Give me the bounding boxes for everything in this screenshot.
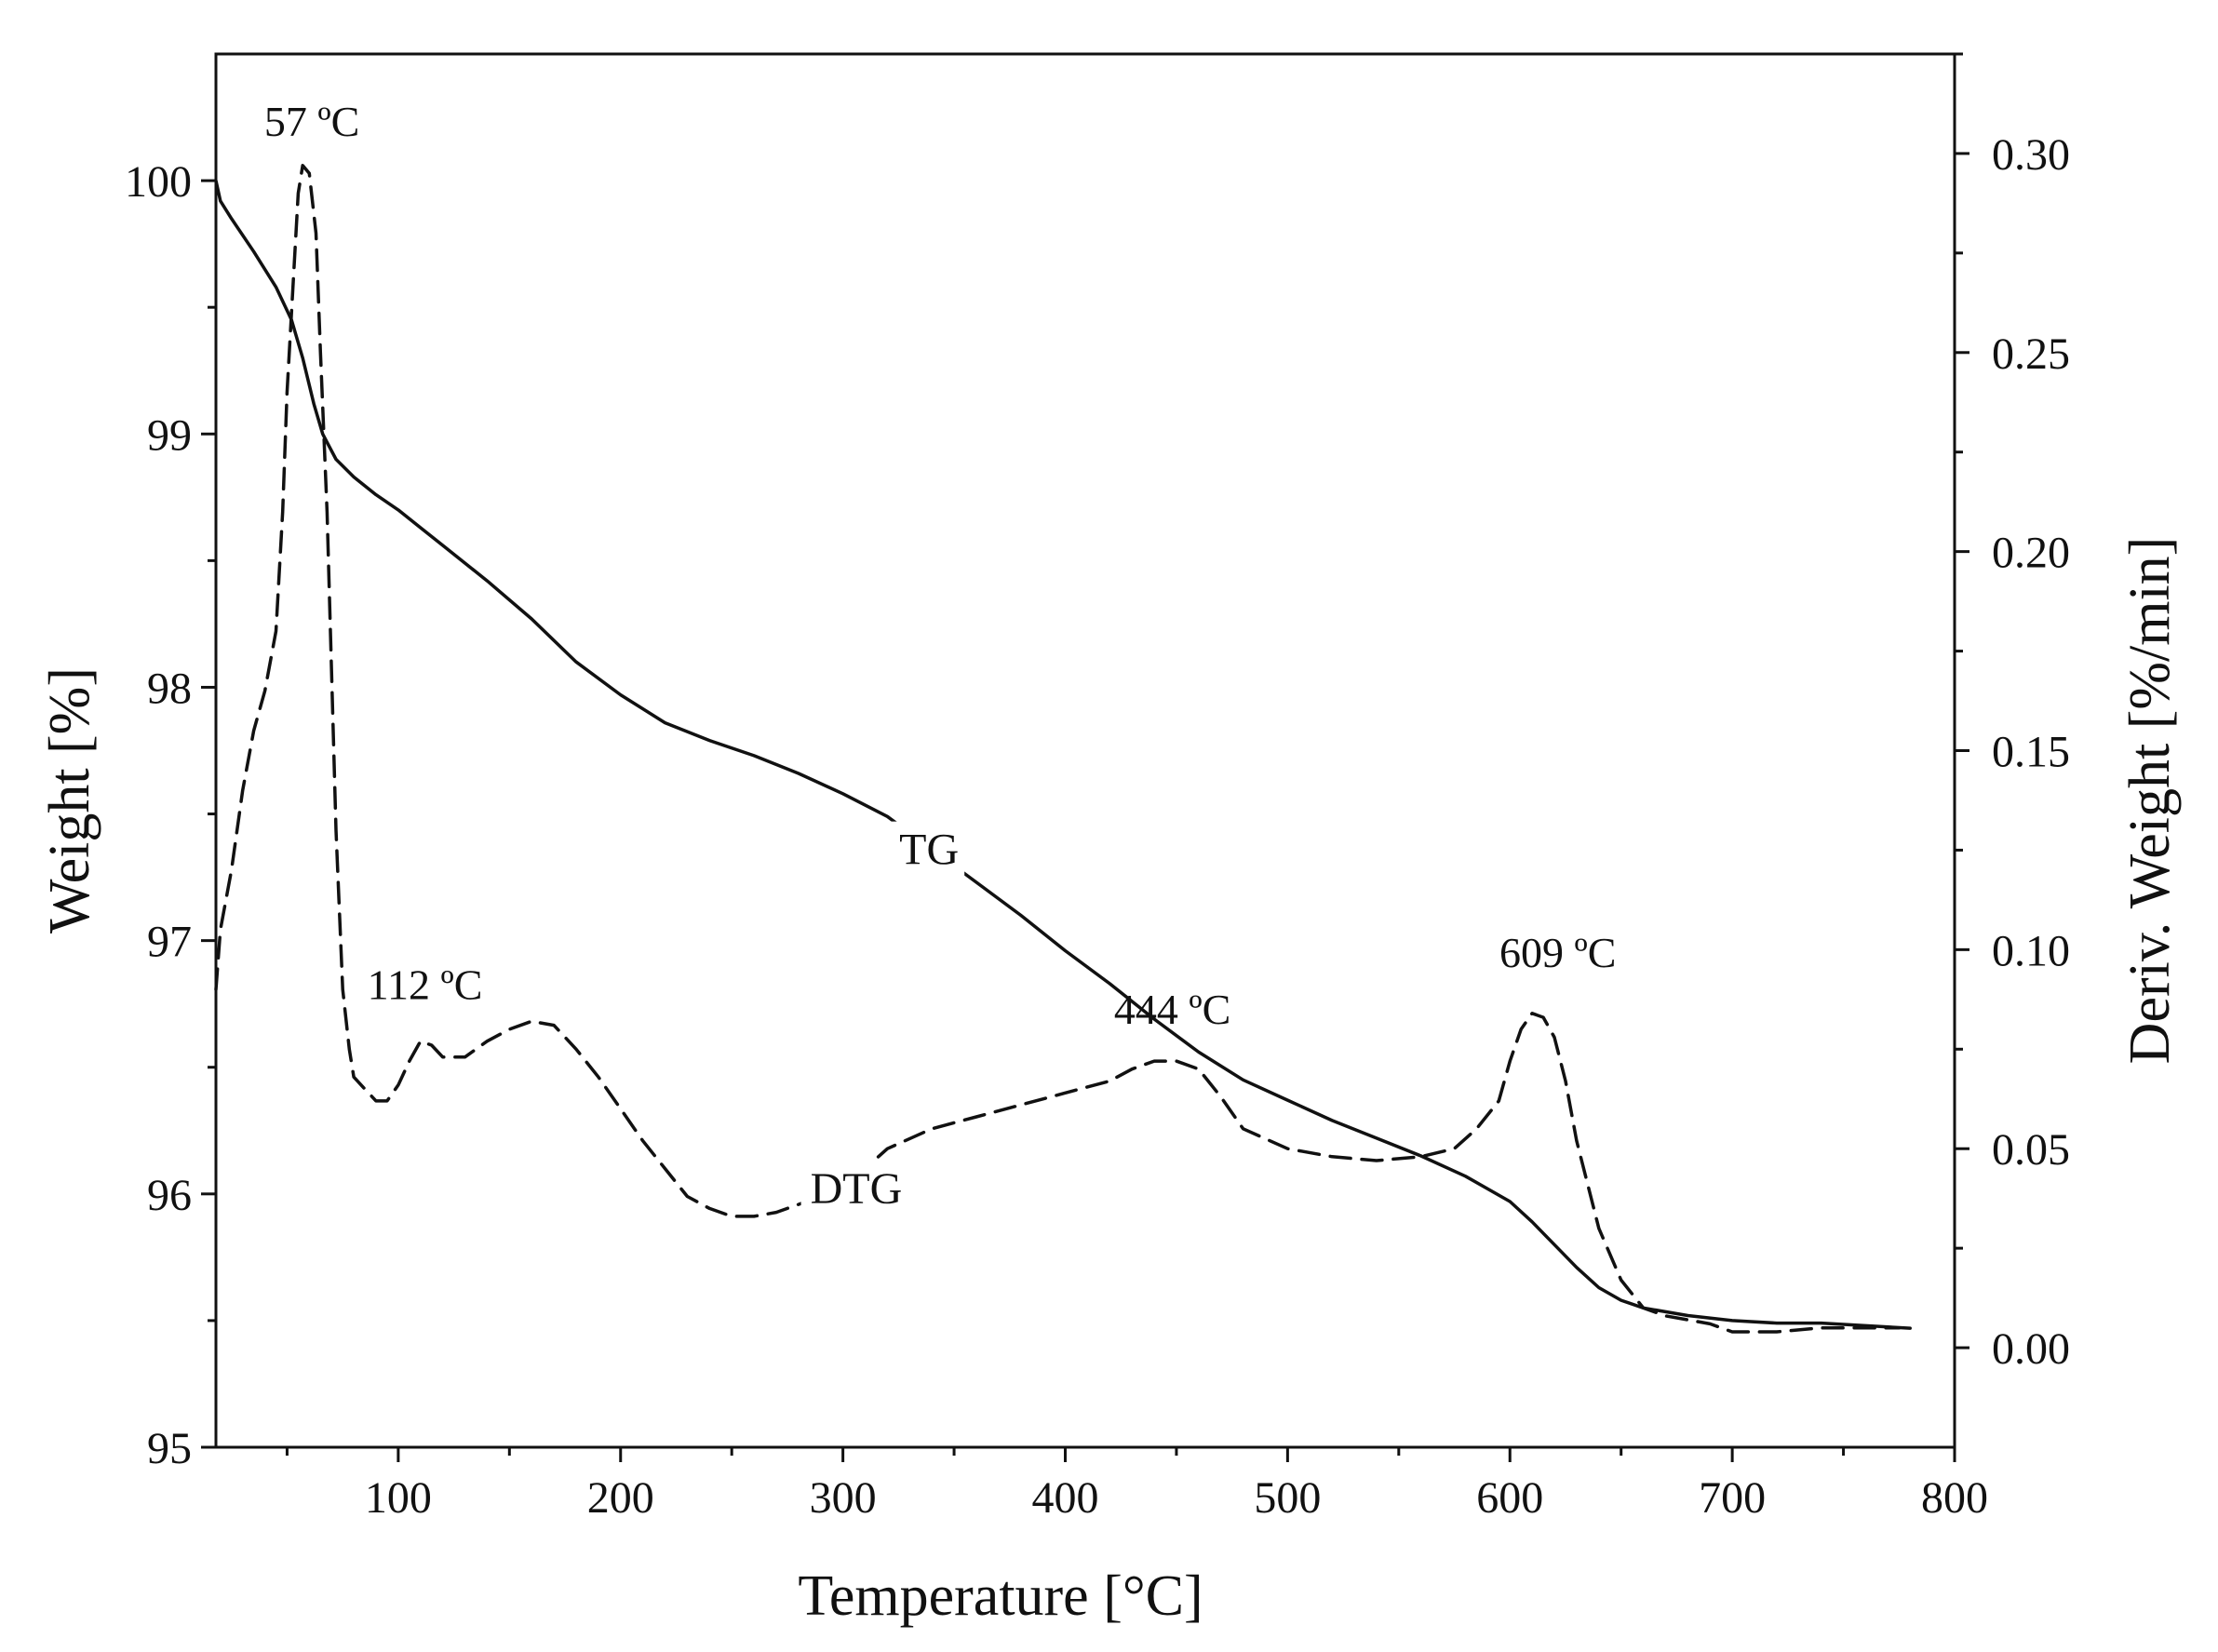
x-tick-label: 200: [587, 1473, 654, 1523]
y-right-tick-label: 0.25: [1992, 329, 2070, 379]
y-right-tick-label: 0.20: [1992, 529, 2070, 578]
curve-label-backing: [890, 821, 965, 876]
y-left-tick-label: 97: [147, 918, 192, 967]
annotations: TG DTG 57 ºC 112 ºC 444 ºC 609 ºC: [264, 98, 1616, 1215]
y-left-tick-label: 95: [147, 1424, 192, 1473]
x-tick-label: 400: [1032, 1473, 1099, 1523]
y-right-tick-label: 0.05: [1992, 1125, 2070, 1175]
peak-annotation: 609 ºC: [1499, 929, 1616, 976]
y-left-tick-label: 100: [125, 157, 192, 207]
curve-label-backing: [800, 1160, 904, 1215]
y-right-tick-label: 0.15: [1992, 728, 2070, 777]
curve-label-dtg: DTG: [811, 1164, 903, 1214]
x-tick-label: 800: [1921, 1473, 1988, 1523]
curve-label-tg: TG: [899, 826, 959, 875]
x-axis-title: Temperature [°C]: [798, 1565, 1203, 1628]
axes: 100 200 300 400 500 600 700 800 95 96 97 98 99 100 0.0…: [125, 52, 2070, 1523]
x-tick-label: 700: [1699, 1473, 1766, 1523]
dtg-series-line: [214, 164, 1902, 1334]
peak-annotation: 444 ºC: [1114, 986, 1230, 1033]
y-right-tick-label: 0.30: [1992, 130, 2070, 180]
y-axis-left-title: Weight [%]: [38, 667, 101, 933]
y-left-tick-label: 98: [147, 664, 192, 713]
y-left-tick-label: 96: [147, 1171, 192, 1220]
y-right-tick-label: 0.10: [1992, 926, 2070, 975]
y-left-tick-label: 99: [147, 410, 192, 460]
peak-annotation: 57 ºC: [264, 98, 359, 145]
y-right-tick-label: 0.00: [1992, 1324, 2070, 1374]
y-axis-right-title: Deriv. Weight [%/min]: [2118, 537, 2182, 1065]
x-tick-label: 100: [365, 1473, 432, 1523]
x-tick-label: 500: [1254, 1473, 1321, 1523]
peak-annotation: 112 ºC: [368, 961, 483, 1009]
x-tick-label: 600: [1476, 1473, 1543, 1523]
x-tick-label: 300: [810, 1473, 877, 1523]
